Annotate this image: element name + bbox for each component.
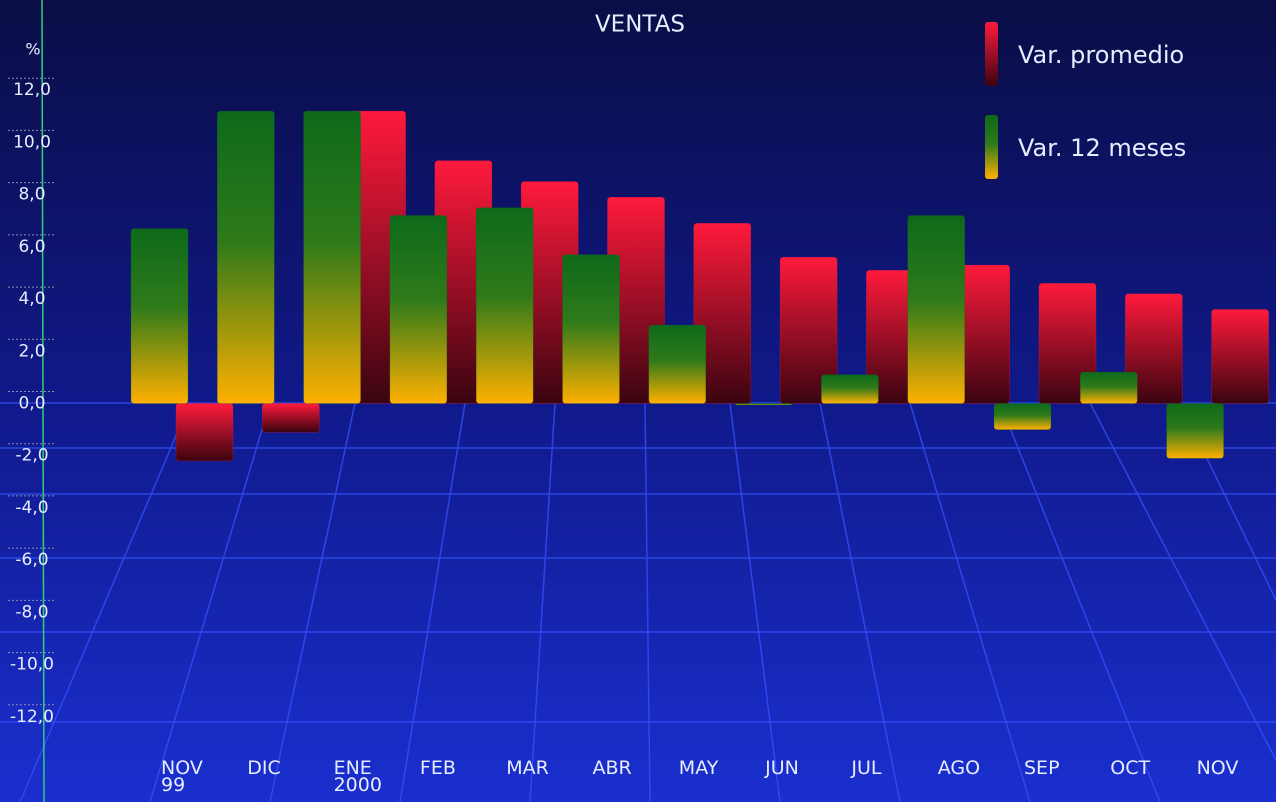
x-tick-label: SEP	[1024, 757, 1060, 779]
bar	[993, 403, 1052, 430]
bar	[693, 223, 752, 404]
x-tick-label: MAR	[506, 757, 549, 779]
bar	[562, 254, 620, 404]
bar	[907, 215, 965, 404]
y-tick-label: 8,0	[18, 185, 45, 205]
x-tick-label: DIC	[247, 757, 281, 779]
bar	[1166, 403, 1224, 459]
legend-label: Var. 12 meses	[1018, 134, 1186, 162]
legend-swatch	[985, 115, 998, 179]
bar	[1125, 293, 1183, 404]
bar	[821, 374, 879, 404]
bar	[217, 110, 275, 404]
y-tick-label: -4,0	[15, 498, 48, 518]
y-tick-label: -6,0	[15, 550, 48, 570]
y-tick-label: -12,0	[10, 707, 54, 727]
legend-swatch	[985, 22, 998, 86]
bar	[475, 207, 534, 404]
bar	[734, 403, 793, 406]
y-tick-label: 6,0	[18, 237, 45, 257]
bar	[648, 324, 707, 404]
x-tick-label: AGO	[937, 757, 981, 779]
bar	[303, 110, 361, 404]
bar	[175, 403, 234, 462]
x-tick-label: JUN	[765, 757, 799, 779]
y-tick-label: 2,0	[18, 341, 45, 361]
y-tick-label: -2,0	[15, 446, 48, 466]
floor-grid	[0, 402, 1276, 802]
legend-label: Var. promedio	[1018, 41, 1184, 69]
chart-title: VENTAS	[595, 12, 685, 38]
y-tick-label: 10,0	[13, 132, 51, 152]
bar	[1211, 309, 1269, 404]
x-tick-label: MAY	[678, 757, 719, 779]
y-tick-label: -10,0	[10, 655, 54, 675]
x-tick-label: ABR	[592, 757, 632, 779]
y-tick-label: -8,0	[15, 602, 48, 622]
x-tick-label: OCT	[1110, 757, 1151, 779]
x-tick-label: NOV 99	[161, 757, 203, 796]
x-tick-label: JUL	[851, 757, 882, 779]
x-tick-label: NOV	[1196, 757, 1239, 779]
bar	[130, 228, 189, 404]
x-tick-label: ENE 2000	[333, 757, 382, 796]
y-tick-label: 0,0	[18, 394, 45, 414]
bar	[389, 215, 448, 404]
bar	[1080, 371, 1138, 404]
y-axis-label: %	[25, 40, 40, 59]
y-tick-label: 12,0	[13, 80, 51, 100]
bar	[779, 257, 838, 404]
y-tick-label: 4,0	[18, 289, 45, 309]
bar	[262, 403, 320, 433]
x-tick-label: FEB	[419, 757, 456, 779]
y-axis	[41, 0, 45, 802]
